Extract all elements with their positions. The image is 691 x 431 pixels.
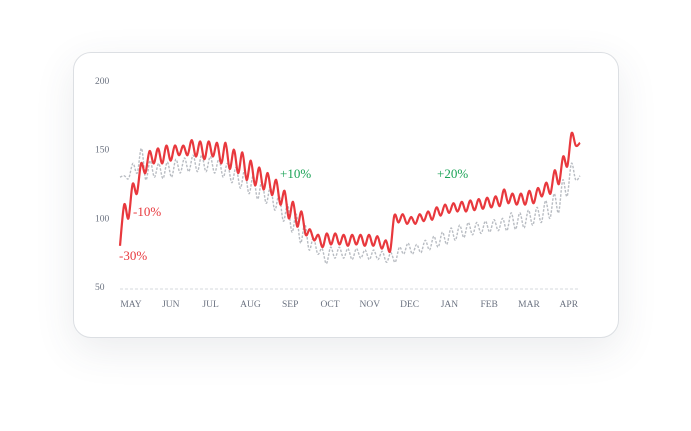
annotation-minus-10: -10%	[133, 204, 161, 219]
x-tick-label: JAN	[441, 300, 459, 310]
annotation-plus-20: +20%	[437, 166, 468, 181]
series-line-previous	[119, 147, 581, 265]
x-tick-label: MAY	[120, 300, 141, 310]
x-tick-label: APR	[560, 300, 579, 310]
x-tick-label: JUL	[202, 300, 219, 310]
y-tick-label: 150	[95, 146, 110, 156]
x-tick-label: FEB	[480, 300, 497, 310]
x-tick-label: OCT	[321, 300, 340, 310]
x-tick-label: MAR	[518, 300, 540, 310]
series-line-current	[118, 131, 581, 254]
x-tick-label: AUG	[240, 300, 261, 310]
annotation-minus-30: -30%	[119, 248, 147, 263]
x-tick-label: DEC	[400, 300, 419, 310]
annotation-plus-10: +10%	[280, 166, 311, 181]
y-tick-label: 100	[95, 214, 110, 224]
y-tick-label: 200	[95, 77, 110, 87]
x-tick-label: JUN	[162, 300, 180, 310]
x-tick-label: SEP	[282, 300, 298, 310]
x-tick-label: NOV	[360, 300, 381, 310]
y-tick-label: 50	[95, 283, 105, 293]
